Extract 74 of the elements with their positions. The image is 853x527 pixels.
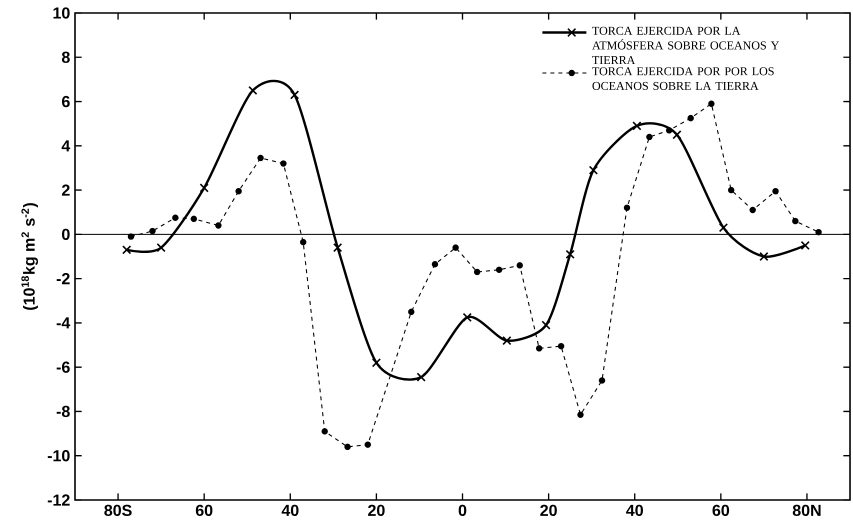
point (190, 216, 198, 222)
legend-label: TORCA EJERCIDA POR POR LOS OCEANOS SOBRE LA TIERRA (592, 67, 774, 90)
point (598, 377, 606, 384)
y-tick-label: -6 (56, 362, 70, 373)
x-tick-label: 80N (792, 504, 821, 516)
point (772, 188, 779, 194)
point (200, 183, 209, 192)
y-axis-title: (10$^{18}$kg m$^{2}$ s$^{-2}$) (21, 203, 38, 310)
point (566, 250, 575, 259)
y-tick-label: -4 (56, 317, 70, 328)
point (750, 206, 756, 214)
y-tick-label: -12 (48, 494, 70, 506)
point (759, 252, 768, 262)
point (248, 86, 258, 96)
point (128, 233, 134, 240)
point (280, 160, 287, 167)
point (149, 228, 156, 234)
x-tick-label: 20 (540, 504, 557, 516)
x-tick-label: 40 (626, 504, 643, 516)
x-tick-label: 0 (458, 504, 466, 516)
point (416, 372, 426, 382)
point (474, 268, 480, 276)
point (541, 320, 551, 330)
point (516, 262, 523, 269)
y-tick-label: -10 (48, 450, 70, 462)
point (800, 240, 810, 250)
y-tick-label: 0 (62, 228, 70, 240)
point (364, 441, 371, 448)
point (502, 336, 512, 346)
point (122, 245, 132, 254)
point (372, 358, 381, 368)
y-tick-label: 10 (54, 7, 70, 19)
x-tick-label: 60 (712, 504, 730, 516)
point (333, 243, 342, 252)
point (708, 100, 715, 107)
y-tick-label: 2 (62, 184, 70, 196)
point (172, 214, 179, 221)
point (536, 345, 542, 352)
point (577, 412, 584, 418)
point (666, 127, 672, 134)
point (632, 121, 642, 130)
y-tick-label: 8 (62, 52, 70, 63)
point (257, 154, 264, 162)
point (588, 166, 598, 175)
point (624, 204, 630, 211)
point (672, 130, 682, 140)
point (156, 243, 166, 252)
point (235, 188, 242, 194)
x-tick-label: 60 (196, 504, 212, 516)
point (432, 261, 438, 268)
point (408, 308, 414, 316)
point (344, 444, 351, 450)
point (792, 218, 799, 224)
x-tick-label: 80S (104, 504, 132, 516)
point (815, 228, 822, 236)
point (462, 312, 472, 322)
y-tick-label: -2 (56, 273, 70, 284)
legend-label: TORCA EJERCIDA POR LA ATMÓSFERA SOBRE OCEANOS Y TIERRA (592, 26, 780, 64)
point (215, 222, 222, 229)
point (646, 134, 653, 140)
point (496, 266, 502, 273)
point (290, 90, 300, 100)
point (558, 342, 564, 350)
point (688, 114, 694, 122)
x-tick-label: 20 (368, 504, 385, 516)
point (718, 223, 728, 232)
y-tick-label: 6 (62, 96, 70, 108)
point (322, 428, 328, 435)
point (728, 186, 734, 194)
point (300, 238, 306, 246)
x-tick-label: 40 (282, 504, 299, 516)
y-tick-label: 4 (62, 140, 70, 152)
point (452, 244, 459, 251)
y-tick-label: -8 (56, 406, 70, 418)
